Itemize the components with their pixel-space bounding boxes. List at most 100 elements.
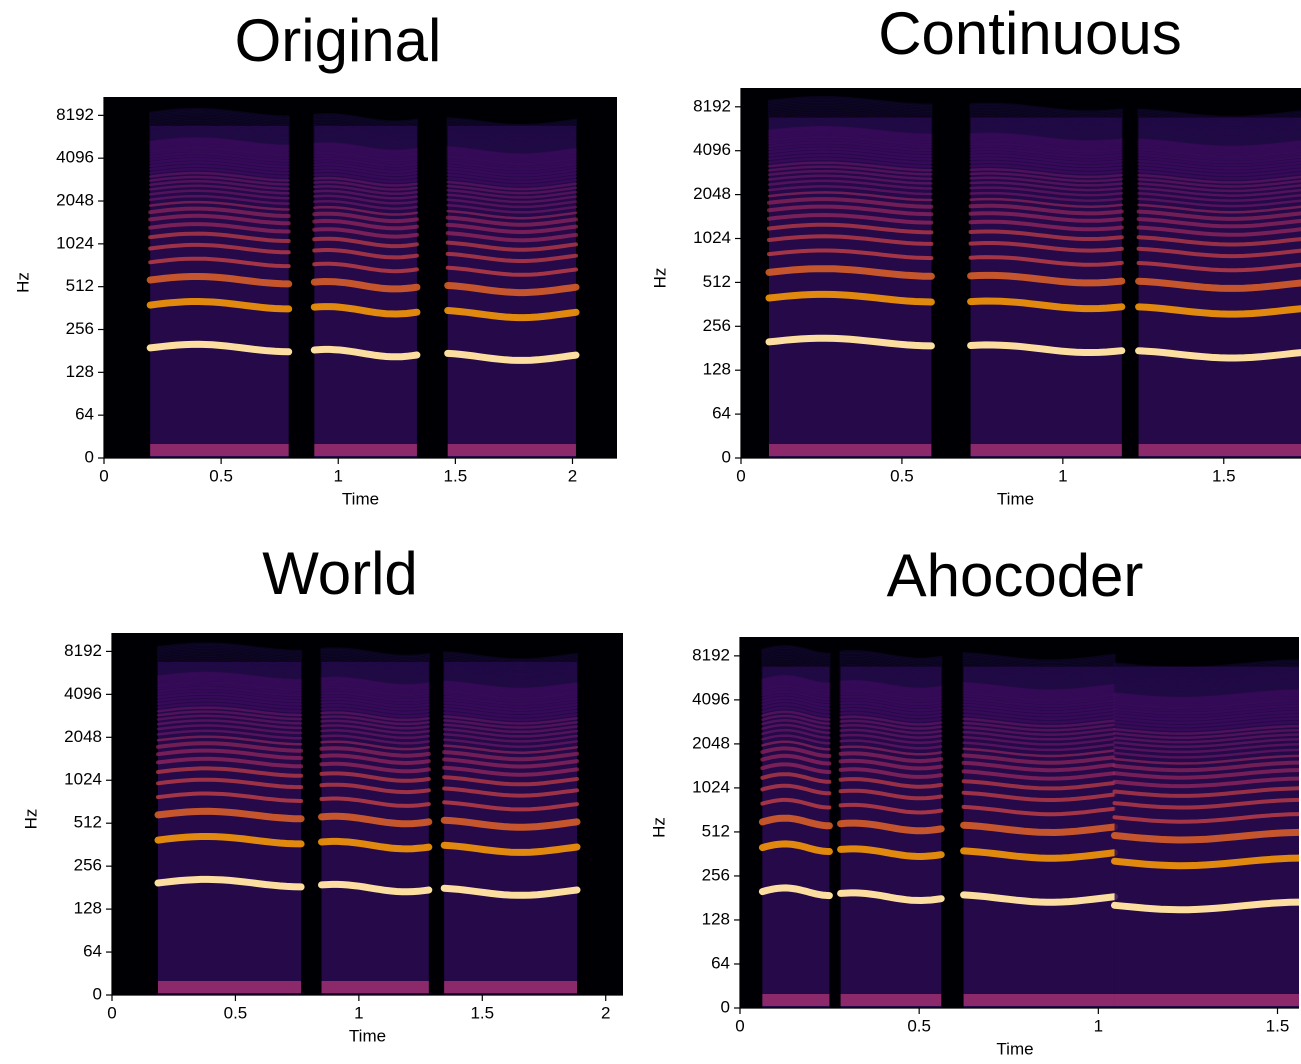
x-axis-label: Time (997, 489, 1034, 508)
harmonic (446, 167, 578, 177)
harmonic (156, 661, 303, 672)
harmonic (761, 644, 831, 656)
harmonic (156, 699, 303, 710)
harmonic (761, 659, 831, 670)
y-tick-label: 0 (85, 447, 94, 466)
harmonic (319, 771, 431, 783)
harmonic (1137, 187, 1301, 197)
spectrogram-noise (150, 444, 289, 456)
x-axis-label: Time (996, 1039, 1033, 1058)
harmonic (962, 651, 1116, 662)
harmonic (1113, 676, 1299, 688)
harmonic (446, 130, 578, 141)
harmonic (1113, 693, 1299, 705)
harmonic (767, 100, 933, 111)
harmonic (968, 255, 1124, 267)
panel-title: Continuous (878, 0, 1182, 67)
harmonic (148, 206, 291, 218)
harmonic (156, 706, 303, 717)
harmonic (962, 682, 1116, 692)
harmonic (1137, 109, 1301, 120)
harmonic (1113, 662, 1299, 673)
harmonic (148, 107, 290, 118)
harmonic (1112, 776, 1299, 789)
harmonic (962, 662, 1116, 673)
panel-title: Ahocoder (887, 542, 1144, 609)
harmonic (313, 114, 419, 125)
harmonic (838, 767, 944, 779)
harmonic (446, 193, 578, 204)
harmonic (313, 144, 419, 155)
harmonic (442, 733, 579, 743)
harmonic (767, 165, 933, 176)
spectrogram-noise (840, 994, 942, 1006)
harmonic (146, 340, 293, 356)
harmonic (969, 126, 1124, 137)
harmonic (442, 687, 579, 698)
harmonic (761, 655, 831, 666)
harmonic (442, 680, 579, 691)
y-tick-label: 256 (66, 319, 94, 338)
harmonic (962, 669, 1116, 680)
harmonic (767, 110, 933, 121)
spectrogram-noise (963, 994, 1115, 1006)
harmonic (1111, 828, 1299, 844)
spectrogram-noise (762, 994, 830, 1006)
spectrogram-noise (769, 444, 932, 456)
harmonic (969, 106, 1124, 118)
harmonic (962, 730, 1116, 741)
harmonic (839, 689, 943, 700)
harmonic (156, 654, 303, 665)
harmonic (319, 796, 431, 808)
x-tick-label: 1.5 (470, 1003, 494, 1022)
harmonic (761, 662, 831, 673)
harmonic (446, 170, 578, 180)
harmonic (1137, 122, 1301, 133)
harmonic (969, 147, 1124, 159)
harmonic (156, 766, 304, 778)
harmonic (1113, 682, 1299, 693)
panel: Continuous 0 64 128 256 512 1024 2048 4096 8192 0 0… (650, 0, 1301, 508)
harmonic (767, 128, 933, 139)
harmonic (446, 118, 578, 128)
harmonic (442, 674, 579, 684)
harmonic (839, 695, 943, 706)
harmonic (767, 108, 933, 119)
harmonic (962, 657, 1116, 668)
harmonic (962, 726, 1116, 736)
panel: Original 0 64 128 256 512 1024 2048 4096 8192 0 0.5… (13, 7, 617, 508)
harmonic (962, 671, 1116, 682)
harmonic (442, 728, 579, 738)
harmonic (839, 664, 943, 675)
harmonic (313, 189, 419, 200)
harmonic (319, 782, 431, 795)
harmonic (320, 648, 431, 659)
y-tick-label: 2048 (693, 184, 731, 203)
harmonic (767, 191, 933, 202)
harmonic (148, 115, 290, 126)
harmonic (962, 666, 1116, 676)
harmonic (767, 161, 933, 172)
harmonic (969, 128, 1124, 139)
harmonic (156, 643, 303, 654)
harmonic (156, 659, 303, 670)
harmonic (1137, 192, 1301, 202)
y-tick-label: 1024 (56, 233, 94, 252)
harmonic (1113, 691, 1299, 702)
harmonic (839, 719, 943, 730)
harmonic (313, 163, 419, 173)
harmonic (446, 148, 578, 159)
harmonic (760, 753, 832, 766)
harmonic (156, 676, 303, 687)
harmonic (968, 211, 1124, 223)
harmonic (442, 653, 579, 664)
harmonic (962, 713, 1116, 724)
harmonic (148, 144, 290, 155)
harmonic (962, 735, 1116, 746)
harmonic (1113, 687, 1299, 698)
harmonic (442, 670, 579, 680)
harmonic (767, 141, 933, 152)
harmonic (312, 261, 419, 274)
harmonic (442, 666, 579, 677)
harmonic (156, 695, 303, 706)
